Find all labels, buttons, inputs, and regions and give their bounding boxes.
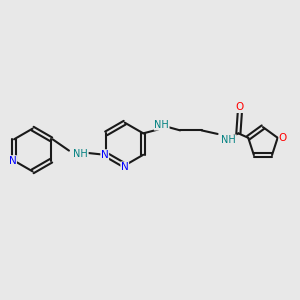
Text: NH: NH (74, 149, 88, 159)
Text: NH: NH (221, 135, 236, 145)
Text: O: O (279, 133, 287, 143)
Text: N: N (121, 162, 129, 172)
Text: NH: NH (154, 120, 169, 130)
Text: N: N (101, 150, 109, 160)
Text: O: O (236, 103, 244, 112)
Text: N: N (9, 156, 16, 166)
